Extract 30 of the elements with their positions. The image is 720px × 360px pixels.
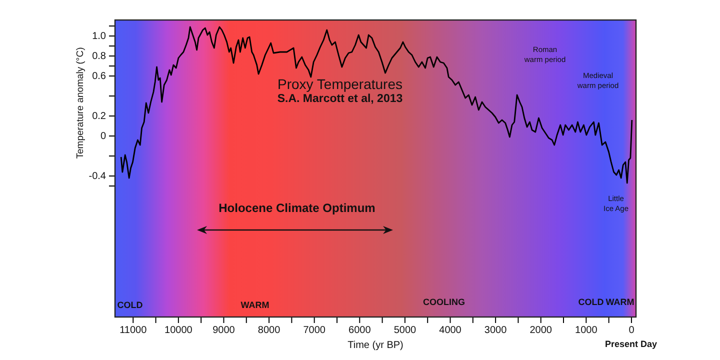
x-tick-label: 5000 [394,325,417,336]
y-tick-label: 0.6 [92,71,106,82]
line-series [120,26,633,184]
x-tick-label: 1000 [575,325,598,336]
x-tick-label: 8000 [258,325,281,336]
y-tick-label: 1.0 [92,31,106,42]
y-tick-label: 0.8 [92,51,106,62]
x-tick-label: 3000 [484,325,508,336]
x-axis-title: Time (yr BP) [348,340,404,351]
annotation: Holocene Climate Optimum [218,201,376,215]
annotation: COLD [578,297,604,307]
x-tick-label: 0 [628,325,635,336]
y-tick-label: 0 [100,131,106,142]
y-axis-title: Temperature anomaly (°C) [75,47,86,159]
text: Present Day [604,339,658,349]
x-tick-label: 9000 [212,325,236,336]
x-tick-label: 7000 [303,325,326,336]
text: S.A. Marcott et al, 2013 [277,93,403,105]
x-tick-label: 4000 [439,325,462,336]
annotation: WARM [240,300,270,310]
x-tick-label: 2000 [530,325,552,336]
x-tick-label: 6000 [348,325,372,336]
x-tick-label: 10000 [164,325,193,336]
annotation: COOLING [423,297,465,307]
x-tick-label: 11000 [120,325,148,336]
annotation: WARM [606,297,634,307]
y-tick-label: 0.2 [92,111,106,122]
annotation: COLD [117,300,144,310]
y-tick-label: -0.4 [88,171,106,182]
text: Proxy Temperatures [277,76,403,92]
